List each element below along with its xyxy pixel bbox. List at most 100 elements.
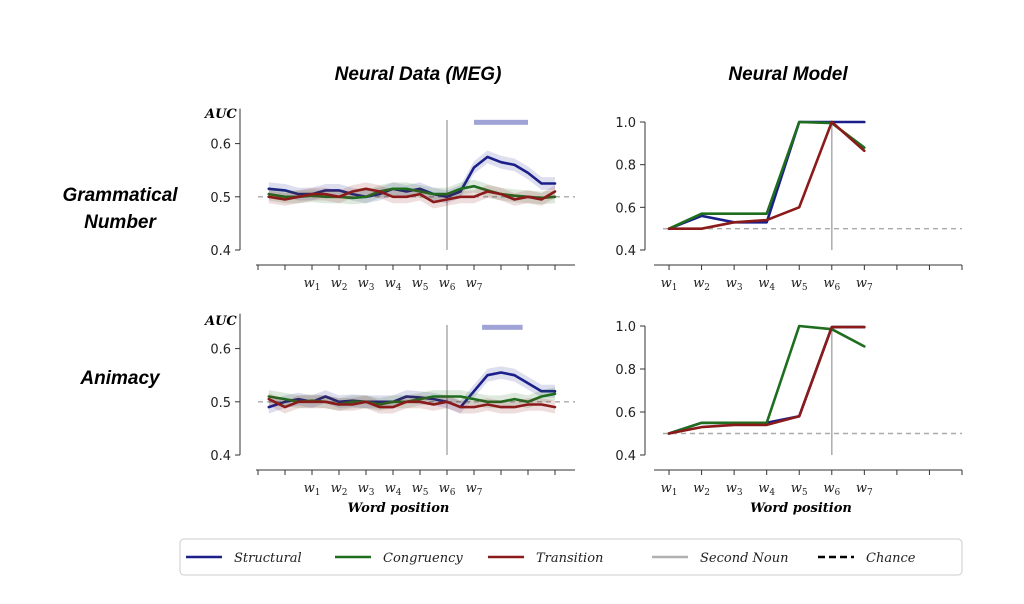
x-tick-letter: w [358, 481, 369, 496]
y-tick-label: 0.4 [615, 449, 636, 464]
legend-label-congruency: Congruency [383, 551, 463, 566]
x-tick-letter: w [331, 276, 342, 291]
x-tick-label: w7 [856, 481, 873, 498]
x-tick-letter: w [412, 276, 423, 291]
column-title-meg: Neural Data (MEG) [335, 64, 502, 85]
series-line-congruency [667, 324, 866, 435]
x-tick-letter: w [791, 276, 802, 291]
x-tick-subscript: 6 [834, 488, 840, 498]
legend-frame [179, 538, 963, 576]
row-label-grammatical: Grammatical [62, 185, 178, 206]
legend-label-structural: Structural [234, 551, 302, 566]
x-tick-letter: w [439, 481, 450, 496]
x-tick-subscript: 6 [450, 283, 456, 293]
y-tick-label: 0.8 [615, 363, 636, 378]
x-tick-letter: w [661, 481, 672, 496]
series-line-structural [667, 325, 866, 435]
x-tick-label: w2 [693, 276, 710, 293]
x-tick-label: w4 [758, 481, 775, 498]
x-tick-label: w6 [823, 481, 840, 498]
x-tick-letter: w [331, 481, 342, 496]
column-title-model: Neural Model [728, 64, 848, 85]
series-line-congruency [267, 184, 557, 200]
x-axis-label: Word position [348, 501, 450, 516]
x-tick-label: w3 [726, 276, 743, 293]
series-line-transition [667, 325, 866, 435]
x-tick-letter: w [439, 276, 450, 291]
x-tick-subscript: 1 [315, 283, 321, 293]
x-tick-subscript: 2 [704, 283, 710, 293]
x-tick-label: w5 [412, 481, 429, 498]
x-tick-label: w1 [661, 481, 678, 498]
x-tick-letter: w [823, 481, 834, 496]
x-tick-subscript: 3 [369, 488, 375, 498]
x-tick-label: w3 [358, 481, 375, 498]
x-tick-label: w7 [856, 276, 873, 293]
x-tick-subscript: 6 [834, 283, 840, 293]
y-tick-label: 1.0 [615, 116, 636, 131]
x-tick-subscript: 1 [315, 488, 321, 498]
x-tick-label: w5 [412, 276, 429, 293]
x-tick-letter: w [358, 276, 369, 291]
series-line-congruency [667, 120, 866, 230]
x-tick-subscript: 6 [450, 488, 456, 498]
x-tick-letter: w [412, 481, 423, 496]
y-tick-label: 0.6 [210, 343, 231, 358]
series-band-transition [268, 392, 555, 414]
y-tick-label: 0.8 [615, 159, 636, 174]
x-tick-label: w5 [791, 276, 808, 293]
y-tick-label: 0.5 [210, 191, 231, 206]
series-line-transition [267, 187, 557, 204]
row-label-animacy: Animacy [79, 368, 161, 389]
legend-label-chance: Chance [866, 551, 916, 566]
x-tick-label: w4 [385, 481, 402, 498]
x-tick-subscript: 5 [423, 488, 429, 498]
series-line-transition [667, 120, 866, 230]
x-tick-letter: w [726, 276, 737, 291]
x-tick-subscript: 4 [396, 283, 402, 293]
series-line-transition [267, 397, 557, 409]
x-tick-letter: w [693, 481, 704, 496]
x-tick-letter: w [791, 481, 802, 496]
x-tick-letter: w [385, 276, 396, 291]
x-tick-letter: w [304, 276, 315, 291]
x-tick-subscript: 7 [867, 283, 873, 293]
x-tick-subscript: 7 [477, 283, 483, 293]
x-tick-letter: w [856, 276, 867, 291]
x-tick-letter: w [693, 276, 704, 291]
x-tick-subscript: 2 [342, 283, 348, 293]
x-tick-label: w5 [791, 481, 808, 498]
x-tick-letter: w [661, 276, 672, 291]
x-tick-label: w6 [439, 481, 456, 498]
y-tick-label: 0.4 [615, 244, 636, 259]
x-tick-subscript: 5 [802, 488, 808, 498]
y-tick-label: 0.6 [615, 406, 636, 421]
x-tick-label: w1 [304, 481, 321, 498]
panel-2: 0.40.60.81.0w1 w2 w3 w4 w5 w6 w7 [615, 116, 963, 293]
x-tick-letter: w [856, 481, 867, 496]
x-tick-letter: w [466, 276, 477, 291]
x-axis-label: Word position [750, 501, 852, 516]
x-tick-subscript: 1 [672, 283, 678, 293]
x-tick-label: w4 [758, 276, 775, 293]
x-tick-label: w7 [466, 481, 483, 498]
x-tick-label: w2 [331, 276, 348, 293]
x-tick-subscript: 7 [867, 488, 873, 498]
y-tick-label: 0.4 [210, 244, 231, 259]
x-tick-letter: w [466, 481, 477, 496]
x-tick-subscript: 3 [369, 283, 375, 293]
row-label-number: Number [84, 212, 157, 233]
x-tick-letter: w [758, 276, 769, 291]
x-tick-subscript: 2 [704, 488, 710, 498]
x-tick-subscript: 5 [423, 283, 429, 293]
x-tick-subscript: 1 [672, 488, 678, 498]
x-tick-subscript: 4 [396, 488, 402, 498]
x-tick-subscript: 5 [802, 283, 808, 293]
y-tick-label: 0.5 [210, 396, 231, 411]
x-tick-subscript: 3 [737, 488, 743, 498]
x-tick-label: w3 [358, 276, 375, 293]
